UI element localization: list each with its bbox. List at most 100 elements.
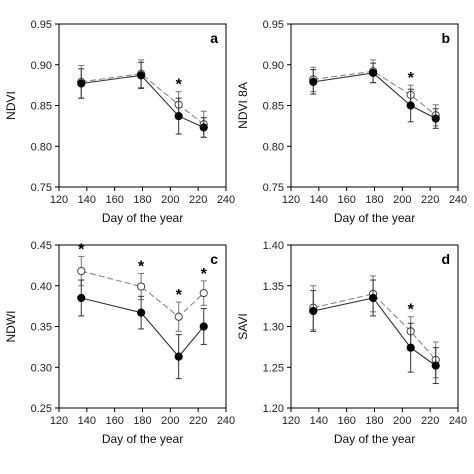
y-tick-label: 0.90: [263, 60, 284, 72]
data-point-filled: [174, 111, 183, 121]
data-point-filled: [137, 71, 146, 80]
significance-star: *: [138, 259, 145, 276]
x-tick-label: 120: [50, 194, 68, 206]
y-tick-label: 1.40: [263, 240, 284, 252]
y-tick-label: 0.80: [31, 141, 52, 153]
y-tick-label: 0.85: [263, 101, 284, 113]
series-line-dashed: [81, 73, 205, 125]
x-tick-label: 200: [161, 194, 179, 206]
x-tick-label: 120: [282, 194, 300, 206]
significance-star: *: [78, 241, 85, 258]
panel-d: 120 140 160 180 200 220 240 1.20 1.25 1.30 1.35 1.4…: [236, 240, 467, 446]
significance-star: *: [408, 70, 415, 87]
x-tick-label: 180: [133, 194, 151, 206]
y-tick-label: 1.35: [263, 281, 284, 293]
data-point-open: [77, 266, 86, 276]
y-tick-label: 0.85: [31, 101, 52, 113]
y-tick-label: 0.90: [31, 60, 52, 72]
significance-star: *: [176, 77, 183, 94]
data-point-filled: [137, 308, 146, 317]
x-axis-label: Day of the year: [334, 432, 415, 446]
x-tick-label: 140: [310, 415, 328, 427]
x-tick-label: 180: [133, 415, 151, 427]
data-point-filled: [199, 322, 208, 331]
data-point-filled: [431, 114, 440, 123]
data-point-filled: [174, 352, 183, 361]
series-line-solid: [81, 297, 205, 358]
series-line-solid: [313, 72, 436, 120]
y-axis-label: NDWI: [4, 311, 18, 343]
significance-star: *: [201, 266, 208, 283]
x-tick-label: 140: [78, 194, 96, 206]
x-tick-label: 160: [337, 194, 355, 206]
y-axis-label: NDVI: [4, 91, 18, 120]
x-tick-label: 200: [393, 194, 411, 206]
x-tick-label: 200: [393, 415, 411, 427]
data-point-filled: [406, 101, 415, 110]
series-line-dashed: [313, 293, 437, 361]
x-tick-label: 160: [105, 415, 123, 427]
panel-b: 120 140 160 180 200 220 240 0.75 0.80 0.85 0.90 0.9…: [236, 19, 467, 225]
x-axis-label: Day of the year: [334, 211, 415, 225]
series-line-solid: [81, 74, 204, 129]
significance-star: *: [176, 287, 183, 304]
data-point-open: [199, 288, 208, 298]
x-tick-label: 240: [449, 415, 467, 427]
y-tick-label: 0.45: [31, 240, 52, 252]
panel-c: 120 140 160 180 200 220 240 0.25 0.30 0.35 0.40 0.4…: [4, 240, 235, 446]
x-tick-label: 220: [421, 194, 439, 206]
x-tick-label: 120: [282, 415, 300, 427]
panel-letter: c: [210, 251, 218, 267]
y-axis-label: NDVI 8A: [236, 82, 250, 129]
x-tick-label: 160: [337, 415, 355, 427]
series-line-dashed: [81, 270, 205, 318]
plot-frame: [290, 23, 459, 188]
y-tick-label: 0.95: [31, 19, 52, 31]
y-tick-label: 1.25: [263, 362, 284, 374]
x-tick-label: 240: [449, 194, 467, 206]
x-tick-label: 240: [217, 415, 235, 427]
panel-letter: b: [441, 30, 450, 46]
y-tick-label: 0.40: [31, 281, 52, 293]
x-tick-label: 240: [217, 194, 235, 206]
x-tick-label: 180: [365, 194, 383, 206]
x-tick-label: 140: [78, 415, 96, 427]
panel-a: 120 140 160 180 200 220 240 0.75 0.80 0.85 0.90 0.9…: [4, 19, 235, 225]
x-tick-label: 200: [161, 415, 179, 427]
x-axis-label: Day of the year: [102, 211, 183, 225]
data-point-filled: [309, 306, 318, 316]
x-tick-label: 220: [189, 415, 207, 427]
data-point-filled: [431, 361, 440, 370]
y-tick-label: 0.95: [263, 19, 284, 31]
data-point-filled: [406, 343, 415, 352]
panel-letter: a: [210, 30, 218, 46]
y-tick-label: 1.30: [263, 322, 284, 334]
x-tick-label: 180: [365, 415, 383, 427]
data-point-open: [137, 282, 146, 291]
data-point-filled: [199, 123, 208, 132]
y-tick-label: 1.20: [263, 403, 284, 415]
x-axis-label: Day of the year: [102, 432, 183, 446]
data-point-filled: [369, 293, 378, 303]
y-tick-label: 0.30: [31, 362, 52, 374]
y-tick-label: 0.75: [31, 182, 52, 194]
data-point-filled: [77, 79, 86, 88]
x-tick-label: 140: [310, 194, 328, 206]
y-tick-label: 0.75: [263, 182, 284, 194]
significance-star: *: [408, 302, 415, 319]
y-axis-label: SAVI: [236, 313, 250, 339]
x-tick-label: 220: [421, 415, 439, 427]
data-point-filled: [77, 293, 86, 303]
data-point-filled: [309, 77, 318, 86]
series-line-solid: [313, 297, 437, 367]
data-point-filled: [369, 68, 378, 78]
x-tick-label: 120: [50, 415, 68, 427]
series-line-dashed: [313, 70, 437, 116]
y-tick-label: 0.35: [31, 322, 52, 334]
y-tick-label: 0.80: [263, 141, 284, 153]
panel-letter: d: [441, 251, 450, 267]
plot-frame: [58, 23, 227, 188]
data-point-open: [174, 312, 183, 321]
x-tick-label: 220: [189, 194, 207, 206]
